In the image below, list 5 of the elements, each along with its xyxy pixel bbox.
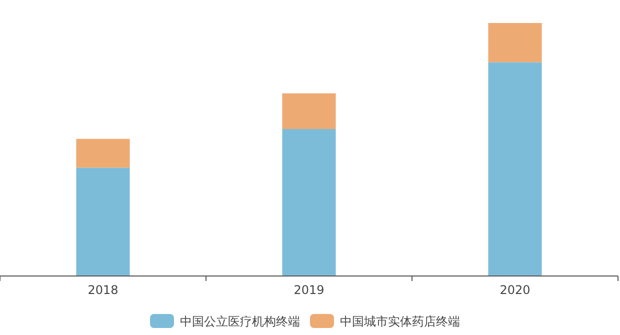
legend-label: 中国公立医疗机构终端: [180, 314, 300, 328]
x-tick-label: 2020: [500, 283, 530, 297]
x-tick-label: 2018: [88, 283, 118, 297]
legend-label: 中国城市实体药店终端: [340, 314, 460, 328]
x-tick-label: 2019: [294, 283, 324, 297]
